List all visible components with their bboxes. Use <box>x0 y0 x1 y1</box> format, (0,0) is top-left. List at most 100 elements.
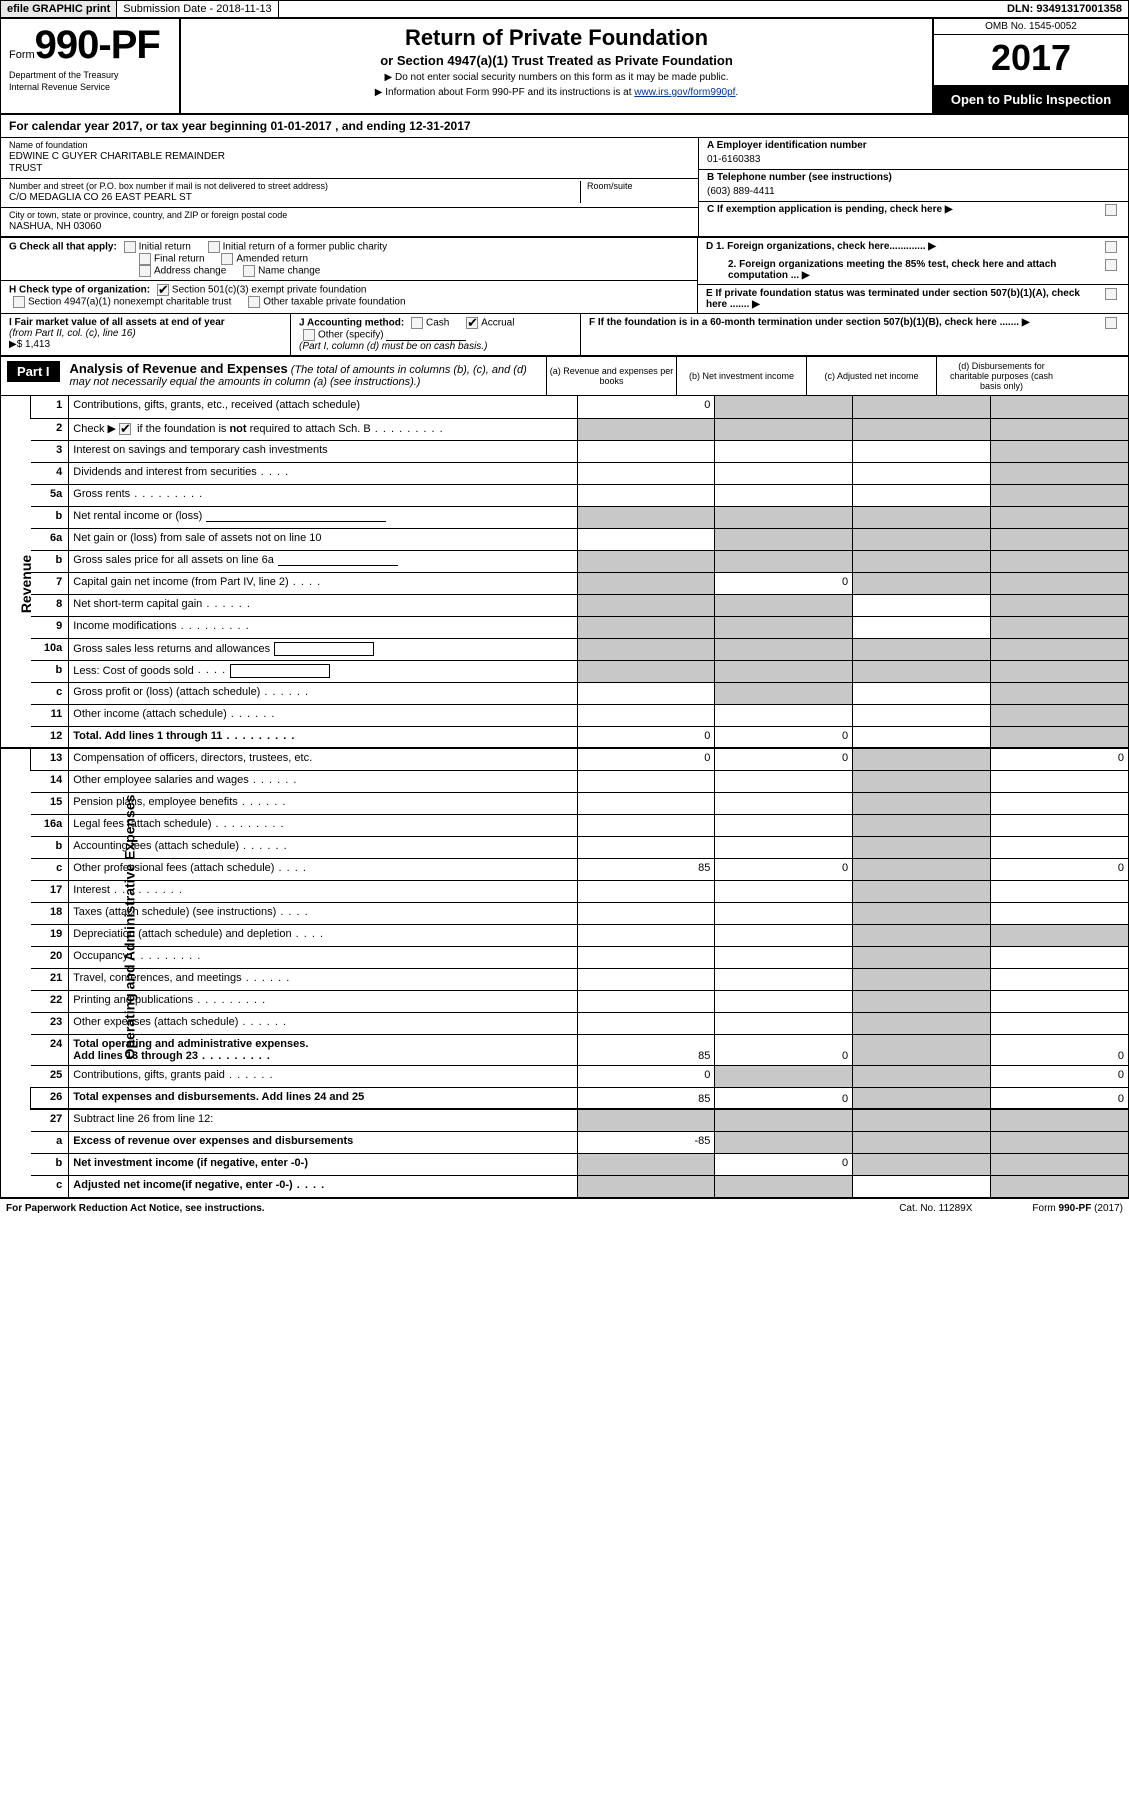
row-13: Operating and Administrative Expenses 13… <box>1 748 1128 770</box>
h-other-checkbox[interactable] <box>248 296 260 308</box>
row-23: 23Other expenses (attach schedule) <box>1 1012 1128 1034</box>
row-1: Revenue 1 Contributions, gifts, grants, … <box>1 396 1128 418</box>
form-container: efile GRAPHIC print Submission Date - 20… <box>0 0 1129 1199</box>
gd-block: G Check all that apply: Initial return I… <box>1 237 1128 313</box>
h-row: H Check type of organization: Section 50… <box>1 280 697 311</box>
line-desc: Less: Cost of goods sold <box>69 660 577 682</box>
c-checkbox[interactable] <box>1105 204 1117 216</box>
e-label: E If private foundation status was termi… <box>706 288 1080 310</box>
row-25: 25Contributions, gifts, grants paid00 <box>1 1065 1128 1087</box>
j-accrual-checkbox[interactable] <box>466 317 478 329</box>
entity-block: Name of foundation EDWINE C GUYER CHARIT… <box>1 138 1128 237</box>
g-initial-checkbox[interactable] <box>124 241 136 253</box>
ein-row: A Employer identification number 01-6160… <box>699 138 1128 170</box>
form-ref: Form 990-PF (2017) <box>1032 1203 1123 1214</box>
row-12: 12Total. Add lines 1 through 1100 <box>1 726 1128 748</box>
g-final-checkbox[interactable] <box>139 253 151 265</box>
line-desc: Net gain or (loss) from sale of assets n… <box>69 528 577 550</box>
f-label: F If the foundation is in a 60-month ter… <box>589 317 1019 328</box>
row-7: 7Capital gain net income (from Part IV, … <box>1 572 1128 594</box>
arrow-icon: ▶ <box>928 241 936 252</box>
g-amended-label: Amended return <box>236 254 308 265</box>
form-number: 990-PF <box>35 23 160 67</box>
form-prefix: Form <box>9 49 35 61</box>
form-title: Return of Private Foundation <box>191 25 922 51</box>
h-4947-checkbox[interactable] <box>13 296 25 308</box>
g-name-checkbox[interactable] <box>243 265 255 277</box>
line-desc: Dividends and interest from securities <box>69 462 577 484</box>
row-5a: 5aGross rents <box>1 484 1128 506</box>
address-row: Number and street (or P.O. box number if… <box>1 179 698 208</box>
form-header: Form990-PF Department of the Treasury In… <box>1 19 1128 115</box>
h-501c3-label: Section 501(c)(3) exempt private foundat… <box>172 285 367 296</box>
row-14: 14Other employee salaries and wages <box>1 770 1128 792</box>
line-desc: Adjusted net income(if negative, enter -… <box>69 1175 577 1197</box>
header-note1: ▶ Do not enter social security numbers o… <box>191 72 922 83</box>
g-name-label: Name change <box>258 266 320 277</box>
h-501c3-checkbox[interactable] <box>157 284 169 296</box>
form-subtitle: or Section 4947(a)(1) Trust Treated as P… <box>191 53 922 68</box>
row-24: 24Total operating and administrative exp… <box>1 1034 1128 1065</box>
header-left: Form990-PF Department of the Treasury In… <box>1 19 181 113</box>
j-cash-checkbox[interactable] <box>411 317 423 329</box>
part1-title: Analysis of Revenue and Expenses (The to… <box>70 361 540 388</box>
g-address-label: Address change <box>154 266 226 277</box>
submission-date: Submission Date - 2018-11-13 <box>117 1 278 17</box>
row-8: 8Net short-term capital gain <box>1 594 1128 616</box>
row-4: 4Dividends and interest from securities <box>1 462 1128 484</box>
i-sub: (from Part II, col. (c), line 16) <box>9 328 136 339</box>
d2-label: 2. Foreign organizations meeting the 85%… <box>728 259 1056 281</box>
line-desc: Gross rents <box>69 484 577 506</box>
part1-label-cell: Part I Analysis of Revenue and Expenses … <box>1 357 546 395</box>
efile-label: efile GRAPHIC print <box>1 1 117 17</box>
address-label: Number and street (or P.O. box number if… <box>9 181 580 191</box>
phone-label: B Telephone number (see instructions) <box>707 172 1120 183</box>
line-no: 1 <box>31 396 69 418</box>
instructions-link[interactable]: www.irs.gov/form990pf <box>634 87 735 98</box>
g-initial-former-checkbox[interactable] <box>208 241 220 253</box>
foundation-name2: TRUST <box>9 163 690 174</box>
line-no: 2 <box>31 418 69 440</box>
line-desc: Contributions, gifts, grants, etc., rece… <box>69 396 577 418</box>
d2-checkbox[interactable] <box>1105 259 1117 271</box>
e-checkbox[interactable] <box>1105 288 1117 300</box>
page-footer: For Paperwork Reduction Act Notice, see … <box>0 1199 1129 1218</box>
form-number-block: Form990-PF <box>9 23 171 68</box>
line-desc: Excess of revenue over expenses and disb… <box>69 1131 577 1153</box>
pra-notice: For Paperwork Reduction Act Notice, see … <box>6 1203 265 1214</box>
d1-checkbox[interactable] <box>1105 241 1117 253</box>
j-accrual-label: Accrual <box>481 318 514 329</box>
e-row: E If private foundation status was termi… <box>698 284 1128 313</box>
part1-badge: Part I <box>7 361 60 382</box>
row-22: 22Printing and publications <box>1 990 1128 1012</box>
row-17: 17Interest <box>1 880 1128 902</box>
g-final-label: Final return <box>154 254 205 265</box>
line-desc: Gross sales price for all assets on line… <box>69 550 577 572</box>
g-address-checkbox[interactable] <box>139 265 151 277</box>
row-20: 20Occupancy <box>1 946 1128 968</box>
de-block: D 1. Foreign organizations, check here..… <box>698 238 1128 313</box>
schb-checkbox[interactable] <box>119 423 131 435</box>
row-6b: bGross sales price for all assets on lin… <box>1 550 1128 572</box>
line-desc: Gross profit or (loss) (attach schedule) <box>69 682 577 704</box>
line-desc: Compensation of officers, directors, tru… <box>69 748 577 770</box>
row-10a: 10aGross sales less returns and allowanc… <box>1 638 1128 660</box>
g-amended-checkbox[interactable] <box>221 253 233 265</box>
j-other-checkbox[interactable] <box>303 329 315 341</box>
ein-label: A Employer identification number <box>707 140 1120 151</box>
phone-row: B Telephone number (see instructions) (6… <box>699 170 1128 202</box>
row-2: 2 Check ▶ if the foundation is not requi… <box>1 418 1128 440</box>
line-desc: Pension plans, employee benefits <box>69 792 577 814</box>
c-label: C If exemption application is pending, c… <box>707 204 942 215</box>
val-c <box>853 396 991 418</box>
h-other-label: Other taxable private foundation <box>263 297 405 308</box>
j-other-label: Other (specify) <box>318 330 384 341</box>
f-checkbox[interactable] <box>1105 317 1117 329</box>
arrow-icon: ▶ <box>1022 317 1030 328</box>
line-desc: Printing and publications <box>69 990 577 1012</box>
open-public-badge: Open to Public Inspection <box>934 86 1128 113</box>
revenue-side-label: Revenue <box>1 396 31 748</box>
arrow-icon: ▶ <box>752 299 760 310</box>
line-desc: Check ▶ if the foundation is not require… <box>69 418 577 440</box>
phone-value: (603) 889-4411 <box>707 186 1120 197</box>
